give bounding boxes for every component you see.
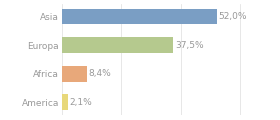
Text: 37,5%: 37,5% [175,41,204,50]
Bar [62,37,173,53]
Text: 8,4%: 8,4% [88,69,111,78]
Text: 52,0%: 52,0% [218,12,247,21]
Bar [62,9,217,24]
Bar [62,66,87,82]
Bar [62,94,68,110]
Text: 2,1%: 2,1% [69,98,92,107]
